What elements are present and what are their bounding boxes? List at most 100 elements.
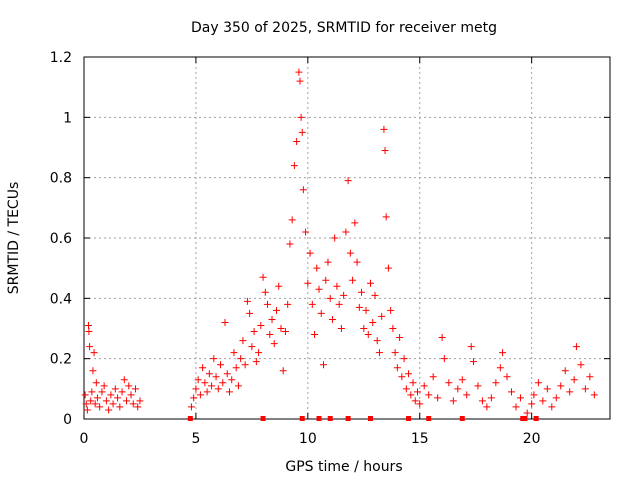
data-point bbox=[81, 391, 89, 399]
data-point bbox=[411, 397, 419, 405]
data-point bbox=[317, 309, 325, 317]
data-point bbox=[290, 162, 298, 170]
grid bbox=[84, 57, 610, 419]
data-point bbox=[270, 340, 278, 348]
plot-frame bbox=[83, 56, 611, 420]
data-point bbox=[358, 288, 366, 296]
gap-markers bbox=[187, 416, 539, 421]
data-point bbox=[281, 328, 289, 336]
data-point bbox=[299, 186, 307, 194]
data-point bbox=[469, 358, 477, 366]
data-point bbox=[496, 364, 504, 372]
data-point bbox=[364, 331, 372, 339]
data-point bbox=[187, 403, 195, 411]
data-point bbox=[393, 364, 401, 372]
data-point bbox=[530, 391, 538, 399]
data-point bbox=[275, 282, 283, 290]
data-point bbox=[296, 77, 304, 85]
data-point bbox=[340, 291, 348, 299]
data-point bbox=[420, 382, 428, 390]
data-point bbox=[203, 388, 211, 396]
data-point bbox=[487, 394, 495, 402]
data-point bbox=[478, 397, 486, 405]
tick-labels: 0 5 10 15 20 0 0.2 0.4 0.6 0.8 1 1.2 bbox=[50, 50, 541, 447]
data-point bbox=[313, 264, 321, 272]
gap-marker bbox=[187, 416, 193, 421]
data-point bbox=[241, 361, 249, 369]
data-point bbox=[449, 397, 457, 405]
data-point bbox=[353, 258, 361, 266]
data-point bbox=[311, 331, 319, 339]
data-point bbox=[84, 321, 92, 329]
gap-marker bbox=[368, 416, 374, 421]
data-point bbox=[232, 364, 240, 372]
data-point bbox=[252, 358, 260, 366]
data-point bbox=[398, 373, 406, 381]
data-point bbox=[257, 321, 265, 329]
data-point bbox=[225, 388, 233, 396]
data-point bbox=[293, 137, 301, 145]
data-point bbox=[237, 355, 245, 363]
data-point bbox=[125, 382, 133, 390]
data-point bbox=[87, 397, 95, 405]
data-point bbox=[107, 391, 115, 399]
data-point bbox=[129, 400, 137, 408]
data-point bbox=[384, 264, 392, 272]
data-point bbox=[324, 258, 332, 266]
data-point bbox=[272, 306, 280, 314]
gap-marker bbox=[426, 416, 432, 421]
data-point bbox=[322, 276, 330, 284]
data-point bbox=[136, 397, 144, 405]
data-point bbox=[344, 177, 352, 185]
data-point bbox=[381, 147, 389, 155]
data-point bbox=[266, 331, 274, 339]
data-point bbox=[295, 68, 303, 76]
data-point bbox=[288, 216, 296, 224]
gap-marker bbox=[459, 416, 465, 421]
data-point bbox=[114, 394, 122, 402]
data-point bbox=[93, 394, 101, 402]
y-tick-label: 1.2 bbox=[50, 50, 72, 66]
gap-marker bbox=[406, 416, 412, 421]
data-point bbox=[378, 312, 386, 320]
data-point bbox=[246, 309, 254, 317]
data-point bbox=[212, 373, 220, 381]
gap-marker bbox=[345, 416, 351, 421]
data-point bbox=[483, 403, 491, 411]
data-point bbox=[512, 403, 520, 411]
data-point bbox=[210, 355, 218, 363]
y-tick-label: 0.8 bbox=[50, 171, 72, 187]
gap-marker bbox=[533, 416, 539, 421]
x-axis-label: GPS time / hours bbox=[285, 459, 402, 475]
data-point bbox=[284, 300, 292, 308]
axis-ticks bbox=[83, 56, 610, 420]
data-point bbox=[375, 349, 383, 357]
data-point bbox=[523, 409, 531, 417]
data-point bbox=[407, 391, 415, 399]
data-point bbox=[581, 385, 589, 393]
data-point bbox=[492, 379, 500, 387]
data-point bbox=[371, 291, 379, 299]
data-point bbox=[261, 288, 269, 296]
data-point bbox=[304, 279, 312, 287]
data-point bbox=[534, 379, 542, 387]
data-point bbox=[255, 349, 263, 357]
y-axis-label: SRMTID / TECUs bbox=[6, 182, 22, 295]
data-point bbox=[382, 213, 390, 221]
data-point bbox=[333, 282, 341, 290]
data-point bbox=[243, 297, 251, 305]
y-tick-label: 1 bbox=[63, 110, 72, 126]
data-point bbox=[86, 343, 94, 351]
data-point bbox=[131, 385, 139, 393]
data-point bbox=[557, 382, 565, 390]
data-point bbox=[230, 349, 238, 357]
data-point bbox=[194, 376, 202, 384]
data-point bbox=[83, 406, 91, 414]
data-point bbox=[109, 400, 117, 408]
data-point bbox=[298, 128, 306, 136]
data-point bbox=[328, 315, 336, 323]
data-point bbox=[346, 249, 354, 257]
data-point bbox=[367, 279, 375, 287]
data-point bbox=[586, 373, 594, 381]
